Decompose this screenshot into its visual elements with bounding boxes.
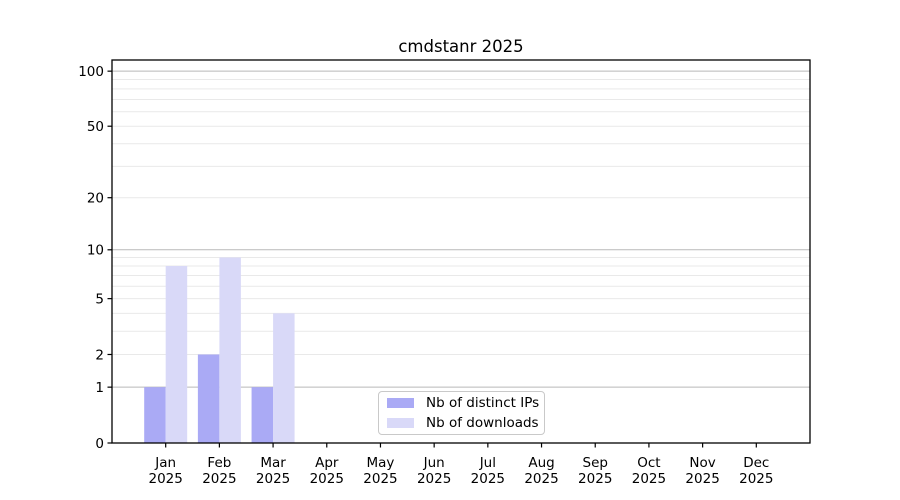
chart-title: cmdstanr 2025 xyxy=(398,37,524,56)
x-tick-label-month: Sep xyxy=(583,455,608,471)
x-tick-label-year: 2025 xyxy=(417,471,451,487)
x-tick-label-year: 2025 xyxy=(256,471,290,487)
x-tick-label-month: Apr xyxy=(315,455,339,471)
x-tick-label-year: 2025 xyxy=(578,471,612,487)
legend-swatch-downloads xyxy=(387,418,414,428)
y-tick-label: 0 xyxy=(95,436,104,452)
bar-distinct-ips-feb xyxy=(197,354,220,443)
x-tick-label-year: 2025 xyxy=(363,471,397,487)
x-tick-label-year: 2025 xyxy=(524,471,558,487)
x-tick-label-month: Feb xyxy=(207,455,231,471)
legend-label-distinct-ips: Nb of distinct IPs xyxy=(426,395,540,411)
legend-entry-downloads: Nb of downloads xyxy=(387,414,539,432)
x-tick-label-month: May xyxy=(367,455,395,471)
x-tick-label-month: Nov xyxy=(689,455,715,471)
y-tick-label: 100 xyxy=(78,64,104,80)
x-tick-label-month: Jul xyxy=(479,455,496,471)
x-tick-label-year: 2025 xyxy=(149,471,183,487)
x-tick-label-year: 2025 xyxy=(471,471,505,487)
plot-border xyxy=(111,59,811,444)
legend-label-downloads: Nb of downloads xyxy=(426,415,539,431)
bar-distinct-ips-jan xyxy=(144,387,166,443)
x-tick-label-year: 2025 xyxy=(739,471,773,487)
bar-downloads-jan xyxy=(165,265,188,443)
y-tick-label: 1 xyxy=(95,380,104,396)
x-tick-label-month: Oct xyxy=(637,455,660,471)
x-tick-label-year: 2025 xyxy=(310,471,344,487)
x-tick-label-month: Dec xyxy=(743,455,769,471)
x-tick-label-month: Jan xyxy=(154,455,176,471)
y-tick-label: 50 xyxy=(87,119,104,135)
x-tick-label-year: 2025 xyxy=(632,471,666,487)
bar-downloads-mar xyxy=(273,313,295,443)
x-tick-label-month: Aug xyxy=(528,455,554,471)
x-tick-label-year: 2025 xyxy=(202,471,236,487)
legend: Nb of distinct IPs Nb of downloads xyxy=(378,391,545,435)
x-tick-label-month: Jun xyxy=(423,455,445,471)
bar-distinct-ips-mar xyxy=(251,387,274,443)
x-tick-label-month: Mar xyxy=(260,455,286,471)
x-tick-label-year: 2025 xyxy=(685,471,719,487)
legend-swatch-distinct-ips xyxy=(387,398,414,408)
y-tick-label: 10 xyxy=(87,243,104,259)
legend-entry-distinct-ips: Nb of distinct IPs xyxy=(387,394,540,412)
y-tick-label: 2 xyxy=(95,347,104,363)
y-tick-label: 20 xyxy=(87,191,104,207)
y-tick-label: 5 xyxy=(95,291,104,307)
bar-downloads-feb xyxy=(219,257,241,443)
